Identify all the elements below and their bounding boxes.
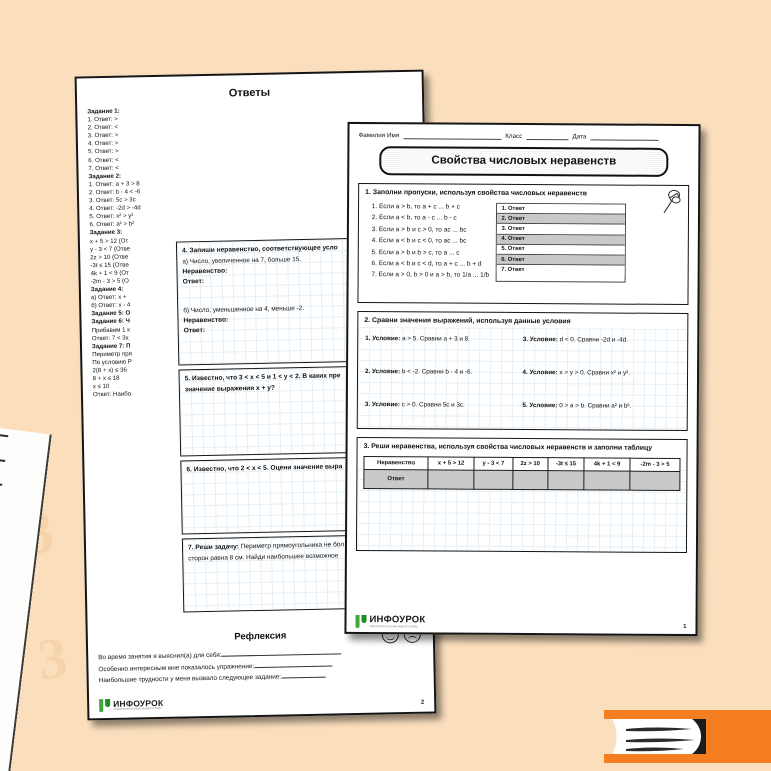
class-input-line[interactable] bbox=[526, 132, 569, 141]
list-item: Если a < b и c < 0, то ac ... bc bbox=[379, 235, 490, 247]
section-1-answer-list[interactable]: 1. Ответ 2. Ответ 3. Ответ 4. Ответ 5. О… bbox=[495, 202, 626, 283]
date-input-line[interactable] bbox=[590, 132, 659, 141]
condition-cell: 4. Условие: x > y > 0. Сравни x² и y². bbox=[522, 369, 631, 377]
table-header-cell: 4k + 1 < 9 bbox=[584, 457, 631, 472]
logo-tagline: образовательный маркетплейс bbox=[113, 706, 163, 712]
ruler-illustration bbox=[0, 425, 52, 771]
section-1-heading: 1. Заполни пропуски, используя свойства … bbox=[365, 189, 587, 198]
table-header-cell: -3t ≤ 15 bbox=[547, 457, 585, 472]
table-answer-cell[interactable] bbox=[473, 470, 513, 490]
push-pin-icon bbox=[661, 189, 685, 217]
condition-cell: 3. Условие: d < 0. Сравни -2d и -4d. bbox=[522, 336, 628, 344]
infourok-logo: ИНФОУРОК образовательный маркетплейс bbox=[99, 698, 163, 713]
condition-cell: 1. Условие: a > 5. Сравни a + 3 и 8. bbox=[365, 335, 470, 343]
table-row[interactable]: Ответ bbox=[363, 469, 680, 491]
book-illustration bbox=[596, 704, 771, 766]
inequalities-table[interactable]: Неравенство x + 5 > 12 y - 3 < 7 2z > 10… bbox=[363, 456, 681, 491]
date-label: Дата bbox=[572, 133, 587, 141]
table-answer-cell[interactable] bbox=[629, 471, 680, 491]
name-input-line[interactable] bbox=[403, 131, 502, 140]
table-header-cell: 2z > 10 bbox=[512, 457, 548, 472]
page-title: Свойства числовых неравенств bbox=[379, 146, 669, 177]
infourok-mark-icon bbox=[99, 698, 111, 713]
list-item: Если a < b и c < d, то a + c ... b + d bbox=[379, 258, 490, 270]
section-3[interactable]: 3. Реши неравенства, используя свойства … bbox=[355, 436, 688, 554]
student-info-header: Фамилия Имя Класс Дата bbox=[358, 131, 689, 141]
infourok-mark-icon bbox=[355, 614, 367, 629]
section-2[interactable]: 2. Сравни значения выражений, используя … bbox=[356, 310, 689, 432]
table-answer-cell[interactable] bbox=[583, 471, 631, 490]
table-header-cell: Неравенство bbox=[363, 456, 429, 471]
list-item: Если a > b и b > c, то a ... c bbox=[379, 247, 490, 259]
list-item: Если a > 0, b > 0 и a > b, то 1/a ... 1/… bbox=[379, 270, 490, 282]
page-number: 1 bbox=[683, 623, 687, 631]
table-answer-cell[interactable] bbox=[547, 471, 585, 490]
name-label: Фамилия Имя bbox=[358, 131, 400, 140]
section-1-items: Если a > b, то a + c ... b + c Если a < … bbox=[379, 201, 490, 282]
class-label: Класс bbox=[505, 132, 523, 140]
logo-tagline: образовательный маркетплейс bbox=[369, 623, 419, 629]
section-1[interactable]: 1. Заполни пропуски, используя свойства … bbox=[357, 182, 690, 306]
answers-page-title: Ответы bbox=[228, 86, 271, 100]
worksheet-page-sheet[interactable]: Фамилия Имя Класс Дата Свойства числовых… bbox=[344, 121, 701, 637]
list-item: Если a > b и c > 0, то ac ... bc bbox=[379, 224, 490, 236]
table-header-cell: -2m - 3 > 5 bbox=[630, 458, 681, 472]
table-header-cell: y - 3 < 7 bbox=[474, 457, 513, 471]
infourok-logo: ИНФОУРОК образовательный маркетплейс bbox=[355, 614, 425, 629]
list-item: Если a > b, то a + c ... b + c bbox=[379, 201, 490, 213]
section-3-heading: 3. Реши неравенства, используя свойства … bbox=[363, 443, 653, 452]
table-header-cell: x + 5 > 12 bbox=[428, 456, 475, 471]
condition-cell: 2. Условие: b < -2. Сравни b - 4 и -6. bbox=[365, 368, 473, 376]
page-footer: ИНФОУРОК образовательный маркетплейс 1 bbox=[355, 614, 687, 631]
section-2-heading: 2. Сравни значения выражений, используя … bbox=[364, 317, 571, 326]
answer-row[interactable]: 7. Ответ bbox=[496, 264, 625, 275]
table-row-label: Ответ bbox=[363, 469, 429, 489]
table-answer-cell[interactable] bbox=[512, 470, 548, 490]
condition-cell: 3. Условие: c > 0. Сравни 5c и 3c. bbox=[364, 401, 465, 409]
list-item: Если a < b, то a - c ... b - c bbox=[379, 213, 490, 225]
table-answer-cell[interactable] bbox=[427, 470, 475, 489]
watermark-digit: 3 bbox=[34, 624, 71, 693]
condition-cell: 5. Условие: 0 > a > b. Сравни a² и b². bbox=[522, 401, 632, 410]
page-number: 2 bbox=[420, 699, 425, 706]
